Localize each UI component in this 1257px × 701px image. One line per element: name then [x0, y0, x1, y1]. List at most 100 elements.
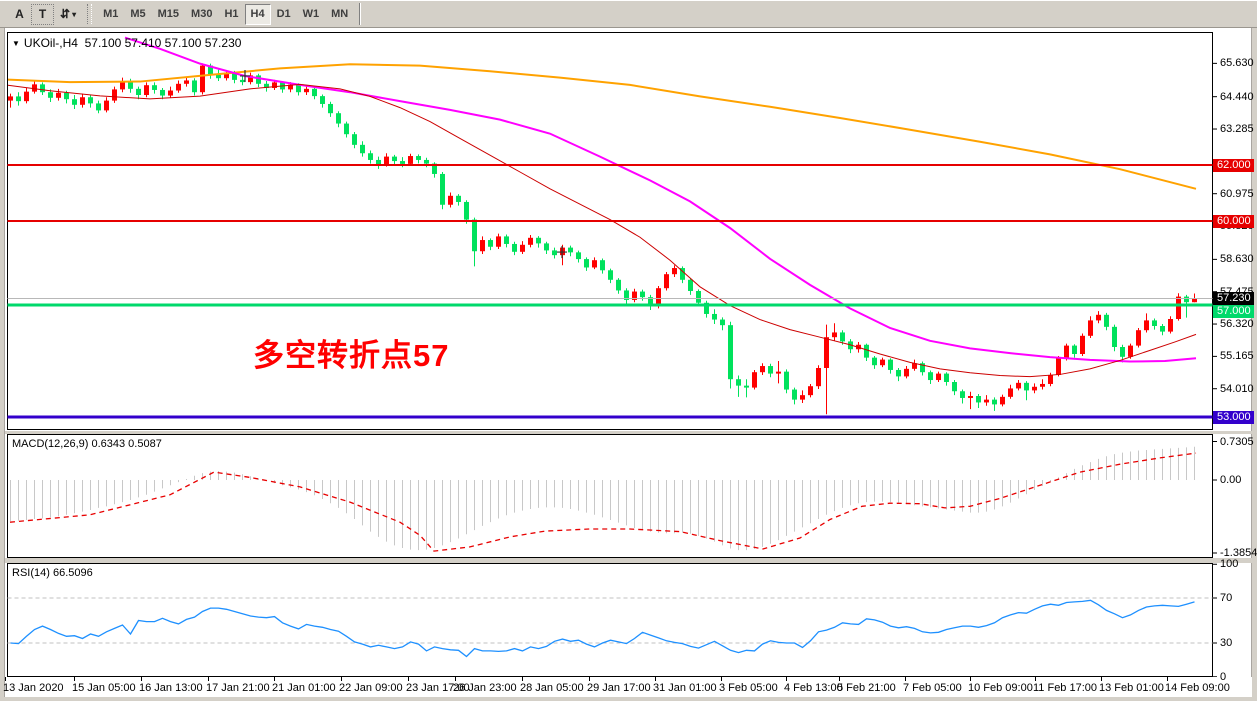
candle-bull	[384, 156, 389, 165]
time-tick-mark	[1167, 677, 1168, 681]
rsi-label: RSI(14) 66.5096	[12, 567, 93, 579]
candle-bear	[784, 371, 789, 390]
candle-bear	[136, 88, 141, 95]
ma-mid-line	[124, 36, 1197, 363]
timeframe-toolbar: M1 M5 M15 M30 H1 H4 D1 W1 MN	[97, 3, 354, 25]
crosshair-marker-icon	[557, 246, 567, 259]
candle-bear	[352, 134, 357, 145]
candle-bear	[568, 247, 573, 253]
chart-title: ▼ UKOil-,H4 57.100 57.410 57.100 57.230	[12, 36, 242, 50]
time-tick-mark	[141, 677, 142, 681]
text-label-tool-button[interactable]: T	[31, 3, 54, 25]
candle-bear	[152, 85, 157, 90]
time-tick-label: 10 Feb 09:00	[968, 682, 1033, 694]
candle-bull	[80, 97, 85, 105]
candle-bull	[1128, 345, 1133, 357]
time-tick-mark	[970, 677, 971, 681]
timeframe-button-mn[interactable]: MN	[331, 8, 349, 20]
candle-bear	[368, 153, 373, 160]
panel-splitter-2[interactable]	[5, 558, 1252, 563]
toolbar-grip[interactable]	[87, 4, 93, 24]
candle-bull	[288, 84, 293, 90]
candle-bear	[72, 99, 77, 105]
candle-bear	[512, 243, 517, 252]
candle-bear	[640, 291, 645, 298]
candle-bear	[328, 103, 333, 114]
candle-bear	[320, 96, 325, 104]
rsi-panel-border	[7, 563, 1213, 677]
time-tick-label: 15 Jan 05:00	[72, 682, 136, 694]
rsi-panel-canvas[interactable]	[0, 563, 1257, 677]
candle-bear	[1152, 320, 1157, 326]
crosshair-marker-icon	[240, 69, 250, 82]
candle-bear	[992, 399, 997, 405]
time-tick-mark	[522, 677, 523, 681]
candle-bull	[984, 399, 989, 403]
candle-bear	[768, 366, 773, 374]
candle-bear	[456, 195, 461, 202]
time-tick-mark	[839, 677, 840, 681]
candle-bull	[1056, 358, 1061, 375]
text-tool-button[interactable]: A	[8, 4, 31, 25]
candle-bull	[760, 366, 765, 373]
candle-bear	[792, 389, 797, 400]
candle-bull	[1008, 388, 1013, 397]
candle-bull	[496, 236, 501, 247]
time-axis[interactable]	[5, 677, 1252, 697]
candle-bear	[648, 297, 653, 307]
timeframe-button-h4[interactable]: H4	[244, 3, 271, 25]
candle-bear	[392, 156, 397, 162]
candle-bear	[944, 373, 949, 382]
candle-bull	[1144, 320, 1149, 331]
candle-bear	[1072, 345, 1077, 354]
candle-bull	[528, 237, 533, 245]
window-left-edge	[0, 28, 5, 701]
candle-bear	[584, 259, 589, 268]
candle-bull	[1096, 314, 1101, 321]
candle-bull	[408, 156, 413, 164]
timeframe-button-m30[interactable]: M30	[191, 8, 213, 20]
arrange-tool-button[interactable]: ⇵ ▾	[54, 4, 82, 25]
candle-bear	[232, 72, 237, 80]
candle-bear	[608, 270, 613, 280]
candle-bull	[656, 288, 661, 307]
candle-bear	[488, 240, 493, 247]
time-tick-label: 14 Feb 09:00	[1165, 682, 1230, 694]
chart-annotation-text: 多空转折点57	[253, 338, 450, 373]
candle-bear	[600, 260, 605, 271]
candle-bear	[696, 291, 701, 303]
timeframe-button-h1[interactable]: H1	[224, 8, 239, 20]
candle-bear	[344, 123, 349, 135]
timeframe-button-w1[interactable]: W1	[302, 8, 320, 20]
timeframe-button-m1[interactable]: M1	[103, 8, 119, 20]
ma-slow-line	[7, 63, 1197, 190]
time-tick-label: 31 Jan 01:00	[653, 682, 717, 694]
panel-splitter-1[interactable]	[5, 431, 1252, 434]
candle-bear	[976, 396, 981, 403]
timeframe-button-d1[interactable]: D1	[276, 8, 291, 20]
candle-bear	[896, 369, 901, 377]
candle-bear	[472, 219, 477, 252]
time-tick-mark	[1101, 677, 1102, 681]
ma-fast-line	[7, 83, 1197, 378]
rsi-line	[10, 599, 1195, 658]
candle-bull	[904, 368, 909, 377]
price-chart-canvas[interactable]	[0, 32, 1257, 431]
candle-bull	[144, 85, 149, 95]
candle-bear	[360, 144, 365, 154]
candle-bull	[1016, 382, 1021, 389]
candle-bear	[88, 97, 93, 104]
candle-bull	[224, 72, 229, 79]
candle-bull	[32, 84, 37, 92]
candle-bear	[256, 75, 261, 84]
time-tick-mark	[905, 677, 906, 681]
macd-label: MACD(12,26,9) 0.6343 0.5087	[12, 438, 162, 450]
candle-bear	[424, 159, 429, 164]
timeframe-button-m15[interactable]: M15	[157, 8, 180, 20]
macd-panel-canvas[interactable]	[0, 434, 1257, 558]
candle-bull	[24, 91, 29, 102]
candle-bear	[264, 83, 269, 88]
candle-bull	[752, 372, 757, 388]
timeframe-button-m5[interactable]: M5	[130, 8, 146, 20]
candle-bear	[296, 84, 301, 93]
